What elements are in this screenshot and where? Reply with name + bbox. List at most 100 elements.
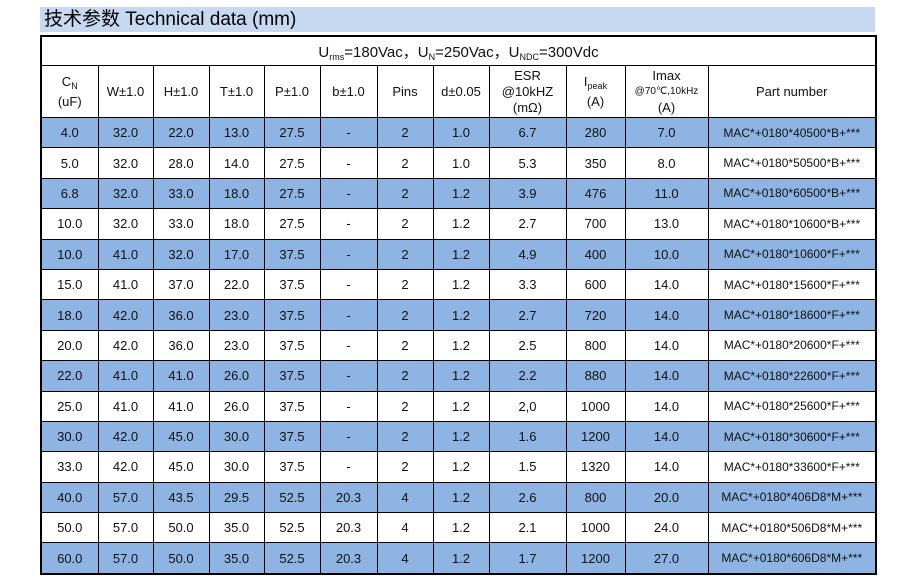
header-text: b±1.0 bbox=[332, 83, 365, 99]
data-cell: 36.0 bbox=[152, 299, 210, 331]
column-header: ESR @10kHZ (mΩ) bbox=[488, 65, 567, 118]
data-row: 15.0 41.0 37.0 22.0 37.5-2 1.2 3.3 600 14.0 MAC*+… bbox=[40, 268, 877, 301]
data-cell: 14.0 bbox=[624, 329, 709, 362]
data-cell: 26.0 bbox=[208, 390, 265, 422]
data-cell: 14.0 bbox=[624, 451, 709, 483]
header-text: T±1.0 bbox=[219, 83, 254, 99]
data-cell: 1.2 bbox=[432, 329, 490, 362]
part-number-cell: MAC*+0180*50500*B+*** bbox=[707, 147, 877, 179]
data-cell: 14.0 bbox=[624, 299, 709, 331]
data-cell: 7.0 bbox=[624, 116, 709, 149]
header-subscript: peak bbox=[587, 80, 608, 91]
data-cell: 1.6 bbox=[488, 420, 567, 453]
data-cell: 22.0 bbox=[40, 360, 99, 392]
data-cell: 11.0 bbox=[624, 177, 709, 210]
data-cell: 18.0 bbox=[40, 299, 99, 331]
data-cell: 720 bbox=[565, 299, 626, 331]
data-cell: 1.2 bbox=[432, 299, 490, 331]
data-cell: 2 bbox=[376, 208, 434, 240]
data-cell: - bbox=[319, 177, 378, 210]
data-cell: 350 bbox=[565, 147, 626, 179]
part-number-cell: MAC*+0180*40500*B+*** bbox=[707, 116, 877, 149]
header-line: W±1.0 bbox=[99, 83, 152, 100]
data-cell: 42.0 bbox=[97, 329, 154, 362]
data-cell: 20.0 bbox=[624, 481, 709, 514]
data-cell: 14.0 bbox=[624, 268, 709, 301]
data-cell: 29.5 bbox=[208, 481, 265, 514]
data-cell: 36.0 bbox=[152, 329, 210, 362]
data-cell: 2 bbox=[376, 329, 434, 362]
header-text: P±1.0 bbox=[275, 83, 309, 99]
header-text: Pins bbox=[392, 83, 418, 99]
data-cell: 41.0 bbox=[97, 360, 154, 392]
data-cell: 40.0 bbox=[40, 481, 99, 514]
data-row: 30.0 42.0 45.0 30.0 37.5-2 1.2 1.6 1200 14.0 MAC*… bbox=[40, 420, 877, 453]
data-cell: 600 bbox=[565, 268, 626, 301]
header-text: W±1.0 bbox=[106, 83, 145, 99]
column-header: P±1.0 bbox=[263, 65, 321, 118]
header-line: b±1.0 bbox=[321, 83, 376, 100]
data-cell: 17.0 bbox=[208, 238, 265, 270]
data-cell: 20.3 bbox=[319, 481, 378, 514]
data-cell: 23.0 bbox=[208, 299, 265, 331]
data-cell: 3.9 bbox=[488, 177, 567, 210]
data-cell: 13.0 bbox=[208, 116, 265, 149]
data-cell: 57.0 bbox=[97, 512, 154, 544]
header-text: C bbox=[61, 73, 72, 89]
data-cell: 280 bbox=[565, 116, 626, 149]
data-cell: 3.3 bbox=[488, 268, 567, 301]
data-cell: 27.5 bbox=[263, 147, 321, 179]
conditions-text: =300Vdc bbox=[538, 43, 599, 61]
data-cell: 880 bbox=[565, 360, 626, 392]
data-row: 10.0 32.0 33.0 18.0 27.5-2 1.2 2.7 700 13.0 MAC*+… bbox=[40, 208, 877, 240]
column-header: T±1.0 bbox=[208, 65, 265, 118]
data-cell: 57.0 bbox=[97, 542, 154, 575]
data-cell: 37.5 bbox=[263, 360, 321, 392]
part-number-cell: MAC*+0180*60500*B+*** bbox=[707, 177, 877, 210]
data-cell: 2.5 bbox=[488, 329, 567, 362]
part-number-cell: MAC*+0180*18600*F+*** bbox=[707, 299, 877, 331]
data-cell: 18.0 bbox=[208, 208, 265, 240]
header-text: @10kHZ bbox=[501, 83, 554, 99]
data-cell: 1200 bbox=[565, 420, 626, 453]
part-number-cell: MAC*+0180*15600*F+*** bbox=[707, 268, 877, 301]
header-line: Imax bbox=[626, 68, 707, 84]
header-text: (A) bbox=[586, 93, 605, 109]
data-row: 60.0 57.0 50.0 35.0 52.5 20.3 4 1.2 1.7 1200 27.0 M… bbox=[40, 542, 877, 575]
header-text: d±0.05 bbox=[441, 83, 481, 99]
data-cell: 2 bbox=[376, 451, 434, 483]
data-row: 50.0 57.0 50.0 35.0 52.5 20.3 4 1.2 2.1 1000 24.0 M… bbox=[40, 512, 877, 544]
data-cell: 1.2 bbox=[432, 177, 490, 210]
data-cell: 18.0 bbox=[208, 177, 265, 210]
data-cell: 27.5 bbox=[263, 177, 321, 210]
header-text: (A) bbox=[657, 99, 676, 115]
data-cell: 20.3 bbox=[319, 542, 378, 575]
data-cell: - bbox=[319, 390, 378, 422]
data-cell: 2.7 bbox=[488, 299, 567, 331]
data-cell: 1.7 bbox=[488, 542, 567, 575]
data-cell: 37.5 bbox=[263, 299, 321, 331]
header-line: Pins bbox=[378, 83, 432, 100]
data-cell: 2 bbox=[376, 238, 434, 270]
header-line: ESR bbox=[490, 68, 565, 84]
header-line: (mΩ) bbox=[490, 100, 565, 116]
header-text: Part number bbox=[755, 83, 828, 99]
data-cell: 2 bbox=[376, 390, 434, 422]
data-cell: 42.0 bbox=[97, 299, 154, 331]
data-cell: 32.0 bbox=[152, 238, 210, 270]
data-cell: 24.0 bbox=[624, 512, 709, 544]
data-cell: 1.2 bbox=[432, 512, 490, 544]
conditions-text: =250Vac，U bbox=[435, 43, 520, 61]
header-line: T±1.0 bbox=[210, 83, 263, 100]
data-cell: 42.0 bbox=[97, 420, 154, 453]
data-cell: 50.0 bbox=[152, 542, 210, 575]
data-cell: 42.0 bbox=[97, 451, 154, 483]
data-cell: 1.5 bbox=[488, 451, 567, 483]
data-cell: - bbox=[319, 451, 378, 483]
data-cell: 2 bbox=[376, 299, 434, 331]
data-cell: 2.6 bbox=[488, 481, 567, 514]
data-row: 33.0 42.0 45.0 30.0 37.5-2 1.2 1.5 1320 14.0 MAC*… bbox=[40, 451, 877, 483]
data-cell: 1.2 bbox=[432, 542, 490, 575]
data-cell: 476 bbox=[565, 177, 626, 210]
